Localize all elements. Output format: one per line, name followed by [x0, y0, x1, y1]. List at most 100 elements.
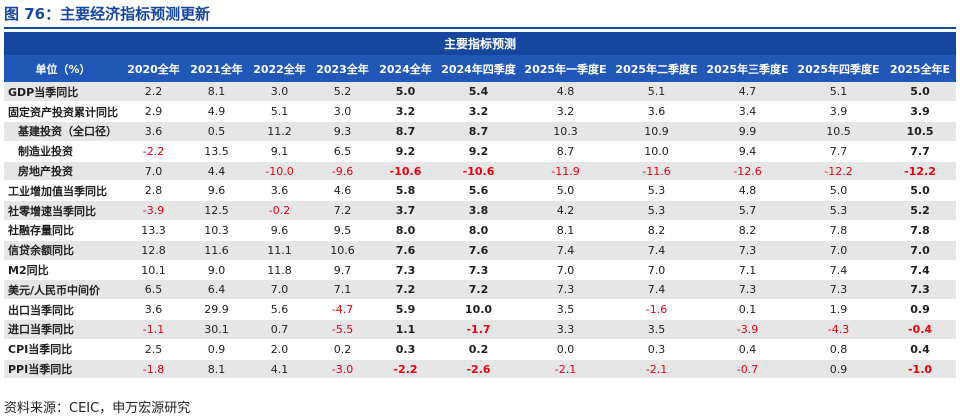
table-cell: 0.1 — [702, 299, 793, 321]
table-cell: 0.4 — [702, 339, 793, 360]
table-cell: -3.0 — [311, 359, 374, 380]
table-row: 基建投资（全口径） 3.6 0.5 11.2 9.3 8.7 8.7 10.3 10.9 9.9 1… — [4, 121, 957, 142]
table-cell: 5.9 — [374, 299, 437, 321]
table-cell: 4.6 — [311, 180, 374, 202]
title-rule — [4, 27, 956, 29]
table-cell: 2.5 — [122, 339, 185, 360]
table-cell: 7.0 — [122, 161, 185, 182]
source-note: 资料来源：CEIC，申万宏源研究 — [4, 401, 191, 416]
table-cell: 4.8 — [702, 180, 793, 202]
table-cell: 7.4 — [611, 279, 702, 301]
table-cell: -0.4 — [884, 319, 957, 340]
table-cell: 3.9 — [793, 101, 884, 123]
table-cell: 5.0 — [793, 180, 884, 202]
table-cell: 2.8 — [122, 180, 185, 202]
table-cell: 3.2 — [520, 101, 611, 123]
table-cell: -12.2 — [884, 161, 957, 182]
table-row: 社融存量同比 13.3 10.3 9.6 9.5 8.0 8.0 8.1 8.2 8.2 7.8 7.… — [4, 220, 957, 241]
column-header: 2024年四季度 — [437, 55, 520, 82]
table-cell: 4.4 — [185, 161, 248, 182]
figure-title: 图 76：主要经济指标预测更新 — [4, 5, 211, 23]
table-row: M2同比 10.1 9.0 11.8 9.7 7.3 7.3 7.0 7.0 7.1 7.4 7.4 — [4, 260, 957, 281]
table-cell: 7.3 — [437, 260, 520, 281]
table-row: 出口当季同比 3.6 29.9 5.6 -4.7 5.9 10.0 3.5 -1.6 0.1 1.9… — [4, 299, 957, 321]
table-cell: 12.5 — [185, 200, 248, 222]
table-cell: 10.1 — [122, 260, 185, 281]
table-row: 美元/人民币中间价 6.5 6.4 7.0 7.1 7.2 7.2 7.3 7.4 7.3 7.3 7… — [4, 279, 957, 301]
table-cell: 1.1 — [374, 319, 437, 340]
row-label: 进口当季同比 — [4, 319, 122, 340]
table-cell: 0.2 — [437, 339, 520, 360]
table-cell: 7.4 — [611, 240, 702, 261]
table-cell: -12.2 — [793, 161, 884, 182]
table-row: 制造业投资 -2.2 13.5 9.1 6.5 9.2 9.2 8.7 10.0 9.4 7.7 7.… — [4, 141, 957, 162]
table-cell: 7.2 — [437, 279, 520, 301]
table-cell: 4.2 — [520, 200, 611, 222]
table-row: 社零增速当季同比 -3.9 12.5 -0.2 7.2 3.7 3.8 4.2 5.3 5.7 5.… — [4, 200, 957, 222]
table-cell: 3.5 — [520, 299, 611, 321]
table-cell: 5.1 — [611, 82, 702, 103]
table-cell: 2.0 — [248, 339, 311, 360]
table-cell: 7.3 — [520, 279, 611, 301]
table-cell: 3.9 — [884, 101, 957, 123]
table-cell: 8.7 — [437, 121, 520, 142]
table-cell: 0.5 — [185, 121, 248, 142]
row-label: CPI当季同比 — [4, 339, 122, 360]
table-row: 固定资产投资累计同比 2.9 4.9 5.1 3.0 3.2 3.2 3.2 3.6 3.4 3.9… — [4, 101, 957, 123]
table-cell: 5.8 — [374, 180, 437, 202]
table-cell: 8.0 — [374, 220, 437, 241]
table-cell: 9.4 — [702, 141, 793, 162]
table-cell: -11.6 — [611, 161, 702, 182]
row-label: M2同比 — [4, 260, 122, 281]
table-cell: 0.4 — [884, 339, 957, 360]
row-label: 制造业投资 — [4, 141, 122, 162]
column-header-unit: 单位（%） — [4, 55, 122, 82]
table-cell: 8.1 — [520, 220, 611, 241]
table-cell: 0.8 — [793, 339, 884, 360]
table-cell: -2.6 — [437, 359, 520, 380]
table-cell: 6.5 — [311, 141, 374, 162]
table-cell: 3.8 — [437, 200, 520, 222]
table-body: GDP当季同比 2.2 8.1 3.0 5.2 5.0 5.4 4.8 5.1 4.7 5.1 5.0… — [4, 82, 957, 380]
table-cell: 9.6 — [248, 220, 311, 241]
table-title: 主要指标预测 — [4, 32, 957, 55]
table-cell: 3.3 — [520, 319, 611, 340]
table-cell: 29.9 — [185, 299, 248, 321]
table-cell: 7.0 — [611, 260, 702, 281]
table-cell: -10.6 — [437, 161, 520, 182]
table-cell: 11.1 — [248, 240, 311, 261]
table-cell: 11.2 — [248, 121, 311, 142]
table-cell: 7.2 — [311, 200, 374, 222]
table-cell: -3.9 — [122, 200, 185, 222]
table-cell: 3.6 — [248, 180, 311, 202]
table-cell: -1.8 — [122, 359, 185, 380]
table-cell: 4.7 — [702, 82, 793, 103]
table-cell: 4.1 — [248, 359, 311, 380]
table-cell: 30.1 — [185, 319, 248, 340]
row-label: 信贷余额同比 — [4, 240, 122, 261]
table-cell: 8.1 — [185, 359, 248, 380]
forecast-table: 主要指标预测 单位（%） 2020全年 2021全年 2022全年 2023全年 2024… — [4, 32, 957, 380]
table-cell: 4.9 — [185, 101, 248, 123]
table-cell: 0.7 — [248, 319, 311, 340]
table-cell: 9.1 — [248, 141, 311, 162]
table-cell: 0.9 — [185, 339, 248, 360]
row-label: GDP当季同比 — [4, 82, 122, 103]
table-cell: 3.5 — [611, 319, 702, 340]
table-cell: -11.9 — [520, 161, 611, 182]
column-header: 2025年四季度E — [793, 55, 884, 82]
table-cell: 5.1 — [248, 101, 311, 123]
table-cell: -1.1 — [122, 319, 185, 340]
table-cell: 8.2 — [702, 220, 793, 241]
table-cell: 9.2 — [374, 141, 437, 162]
table-cell: -1.0 — [884, 359, 957, 380]
table-cell: -10.6 — [374, 161, 437, 182]
table-cell: 3.6 — [122, 121, 185, 142]
table-cell: 7.0 — [248, 279, 311, 301]
table-row: 信贷余额同比 12.8 11.6 11.1 10.6 7.6 7.6 7.4 7.4 7.3 7.0… — [4, 240, 957, 261]
table-cell: 9.9 — [702, 121, 793, 142]
table-cell: 13.3 — [122, 220, 185, 241]
table-cell: -0.7 — [702, 359, 793, 380]
table-cell: 3.2 — [374, 101, 437, 123]
table-cell: 0.3 — [374, 339, 437, 360]
